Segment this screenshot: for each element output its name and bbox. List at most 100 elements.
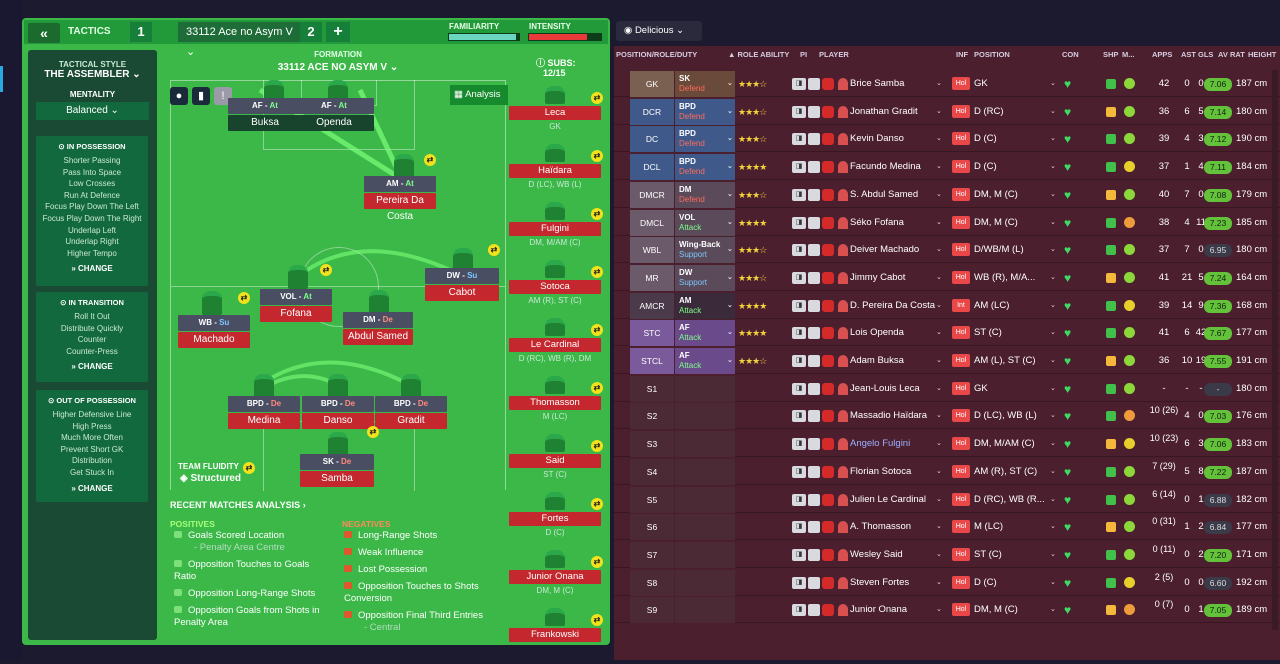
player-name[interactable]: Jimmy Cabot (850, 271, 906, 283)
row-role[interactable] (675, 569, 735, 596)
swap-arrow-icon[interactable]: ⇄ (591, 150, 603, 162)
header-position-role-duty[interactable]: POSITION/ROLE/DUTY (616, 50, 698, 59)
copy-icon[interactable] (808, 465, 820, 478)
table-row[interactable]: DCR BPD Defend ⌄ ★★★☆ ◨ Jonathan Gradit ⌄ Hol D (… (614, 98, 1280, 125)
row-role[interactable] (675, 541, 735, 568)
player-instructions-icon[interactable]: ◨ (792, 355, 806, 367)
analysis-button[interactable]: ▦ Analysis (450, 85, 508, 105)
sub-player[interactable]: Frankowski ⇄ (509, 608, 603, 664)
player-dropdown-icon[interactable]: ⌄ (936, 218, 942, 226)
table-row[interactable]: STC AF Attack ⌄ ★★★★ ◨ Lois Openda ⌄ Hol ST (C) ⌄ ♥… (614, 320, 1280, 347)
position-dropdown-icon[interactable]: ⌄ (1050, 135, 1056, 143)
swap-arrow-icon[interactable]: ⇄ (591, 556, 603, 568)
sub-player[interactable]: Sotoca AM (R), ST (C) ⇄ (509, 260, 603, 316)
header-ast[interactable]: AST (1181, 50, 1196, 59)
row-role[interactable]: BPD Defend ⌄ (675, 126, 735, 153)
position-dropdown-icon[interactable]: ⌄ (1050, 246, 1056, 254)
sub-player[interactable]: Fortes D (C) ⇄ (509, 492, 603, 548)
player-instructions-icon[interactable]: ◨ (792, 133, 806, 146)
player-name[interactable]: Cabot (425, 285, 499, 301)
player-instructions-icon[interactable]: ◨ (792, 327, 806, 340)
player-name[interactable]: Massadio Haïdara (850, 410, 928, 422)
position-dropdown-icon[interactable]: ⌄ (1050, 550, 1056, 558)
header-con[interactable]: CON (1062, 50, 1079, 59)
player-role-tag[interactable]: BPD - De (302, 396, 374, 412)
player-instructions-icon[interactable]: ◨ (792, 548, 806, 561)
swap-arrow-icon[interactable]: ⇄ (591, 266, 603, 278)
player-dropdown-icon[interactable]: ⌄ (936, 550, 942, 558)
row-role[interactable]: DW Support ⌄ (675, 264, 735, 291)
player-name[interactable]: Junior Onana (850, 604, 908, 616)
copy-icon[interactable] (808, 299, 820, 312)
player-name[interactable]: D. Pereira Da Costa (850, 299, 936, 311)
back-button[interactable]: « (28, 23, 60, 43)
table-row[interactable]: S6 ◨ A. Thomasson ⌄ Hol M (LC) ⌄ ♥ 0 (31) 1 2 6.84 1… (614, 514, 1280, 541)
sub-name[interactable]: Junior Onana (509, 570, 601, 584)
header-height[interactable]: HEIGHT (1248, 50, 1277, 59)
row-role[interactable]: AM Attack ⌄ (675, 292, 735, 319)
player-name[interactable]: Pereira Da Costa (364, 193, 436, 222)
player-instructions-icon[interactable]: ◨ (792, 438, 806, 451)
swap-arrow-icon[interactable]: ⇄ (243, 462, 255, 474)
header-position[interactable]: POSITION (974, 50, 1010, 59)
player-name[interactable]: A. Thomasson (850, 521, 912, 533)
row-role[interactable]: BPD Defend ⌄ (675, 154, 735, 181)
player-instructions-icon[interactable]: ◨ (792, 521, 806, 534)
swap-arrow-icon[interactable]: ⇄ (591, 324, 603, 336)
position-dropdown-icon[interactable]: ⌄ (1050, 467, 1056, 475)
player-dropdown-icon[interactable]: ⌄ (936, 135, 942, 143)
sub-player[interactable]: Said ST (C) ⇄ (509, 434, 603, 490)
table-scrollbar[interactable] (1272, 70, 1278, 630)
player-name[interactable]: Julien Le Cardinal (850, 493, 927, 505)
swap-arrow-icon[interactable]: ⇄ (591, 208, 603, 220)
swap-arrow-icon[interactable]: ⇄ (488, 244, 500, 256)
table-row[interactable]: S4 ◨ Florian Sotoca ⌄ Hol AM (R), ST (C) ⌄ ♥ 7 (… (614, 458, 1280, 485)
player-name[interactable]: Deiver Machado (850, 244, 920, 256)
row-role[interactable] (675, 458, 735, 485)
table-row[interactable]: S1 ◨ Jean-Louis Leca ⌄ Hol GK ⌄ ♥ - - - -180 cm (614, 375, 1280, 402)
player-dropdown-icon[interactable]: ⌄ (936, 357, 942, 364)
player-name[interactable]: Kevin Danso (850, 133, 904, 145)
header-role-ability[interactable]: ▲ ROLE ABILITY (728, 50, 790, 59)
position-dropdown-icon[interactable]: ⌄ (1050, 163, 1056, 171)
in-possession-change-button[interactable]: » CHANGE (71, 264, 113, 274)
table-row[interactable]: S5 ◨ Julien Le Cardinal ⌄ Hol D (RC), WB (R..… (614, 486, 1280, 513)
table-row[interactable]: S8 ◨ Steven Fortes ⌄ Hol D (C) ⌄ ♥ 2 (5) 0 0 6.60 19… (614, 569, 1280, 596)
row-role[interactable] (675, 597, 735, 624)
player-role-tag[interactable]: WB - Su (178, 315, 250, 331)
swap-arrow-icon[interactable]: ⇄ (238, 292, 250, 304)
row-role[interactable] (675, 431, 735, 458)
position-dropdown-icon[interactable]: ⌄ (1050, 578, 1056, 586)
swap-arrow-icon[interactable]: ⇄ (424, 154, 436, 166)
player-dropdown-icon[interactable]: ⌄ (936, 163, 942, 171)
header-apps[interactable]: APPS (1152, 50, 1173, 59)
out-of-possession-change-button[interactable]: » CHANGE (71, 483, 113, 493)
header-gls[interactable]: GLS (1198, 50, 1214, 59)
sub-name[interactable]: Haïdara (509, 164, 601, 178)
player-name[interactable]: Fofana (260, 306, 332, 322)
copy-icon[interactable] (808, 382, 820, 395)
row-role[interactable]: AF Attack ⌄ (675, 320, 735, 347)
player-dropdown-icon[interactable]: ⌄ (936, 301, 942, 309)
sub-player[interactable]: Haïdara D (LC), WB (L) ⇄ (509, 144, 603, 200)
tactical-style-dropdown[interactable]: THE ASSEMBLER ⌄ (28, 69, 157, 80)
row-role[interactable] (675, 514, 735, 541)
player-role-tag[interactable]: AM - At (364, 176, 436, 192)
player-name[interactable]: Medina (228, 413, 300, 429)
player-name[interactable]: Jonathan Gradit (850, 105, 918, 117)
player-name[interactable]: Buksa (228, 115, 302, 131)
player-instructions-icon[interactable]: ◨ (792, 216, 806, 229)
player-role-tag[interactable]: AF - At (228, 98, 302, 114)
copy-icon[interactable] (808, 493, 820, 506)
swap-arrow-icon[interactable]: ⇄ (320, 264, 332, 276)
copy-icon[interactable] (808, 133, 820, 146)
player-instructions-icon[interactable]: ◨ (792, 78, 806, 90)
player-dropdown-icon[interactable]: ⌄ (936, 578, 942, 586)
player-instructions-icon[interactable]: ◨ (792, 105, 806, 118)
player-name[interactable]: Séko Fofana (850, 216, 904, 228)
sub-name[interactable]: Fortes (509, 512, 601, 526)
table-row[interactable]: S9 ◨ Junior Onana ⌄ Hol DM, M (C) ⌄ ♥ 0 (7) 0 1 7.0… (614, 597, 1280, 624)
header-shp[interactable]: SHP (1103, 50, 1119, 59)
player-name[interactable]: Wesley Said (850, 548, 903, 560)
player-role-tag[interactable]: SK - De (300, 454, 374, 470)
